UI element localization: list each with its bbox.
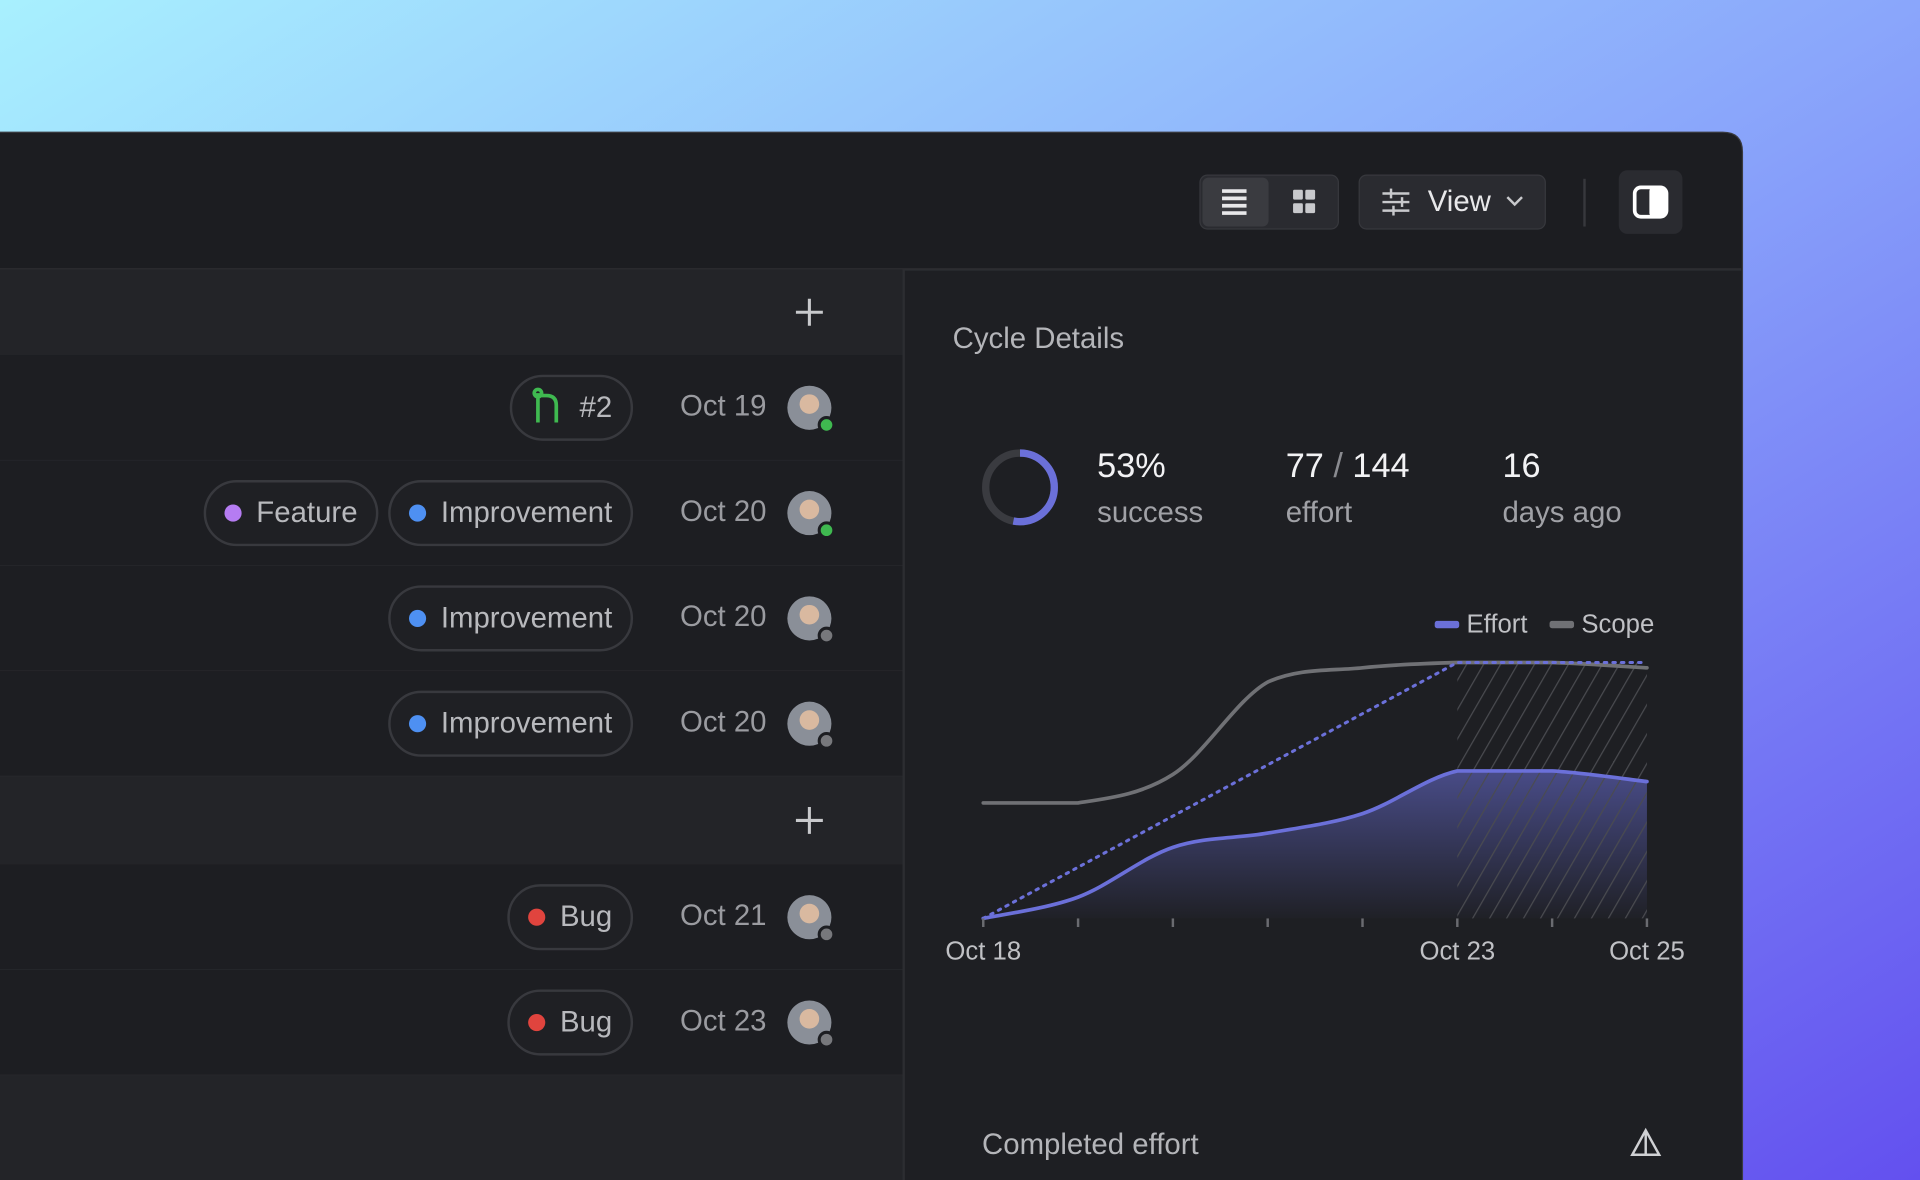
label-name: Feature (256, 496, 357, 529)
issue-date: Oct 23 (680, 1004, 767, 1037)
legend-swatch (1434, 620, 1460, 629)
pull-request-pill[interactable]: #2 (509, 374, 634, 441)
label-dot (408, 715, 427, 733)
add-icon[interactable] (795, 298, 823, 326)
forecast-hatch (1457, 662, 1647, 919)
label-name: Bug (560, 900, 612, 933)
pill-background (203, 480, 379, 547)
label-pill[interactable]: Feature (203, 480, 379, 547)
x-tick-label: Oct 23 (1419, 938, 1495, 966)
grid-icon[interactable] (1293, 189, 1316, 214)
status-dot (817, 521, 836, 540)
label-name: Improvement (441, 601, 612, 634)
avatar-face (799, 903, 820, 924)
issue-date: Oct 20 (680, 600, 767, 633)
avatar-face (799, 604, 820, 625)
label-name: Bug (560, 1006, 612, 1039)
legend-label: Scope (1581, 611, 1654, 639)
label-dot (224, 504, 242, 522)
label-pill[interactable]: Bug (507, 884, 634, 951)
stat-caption: success (1097, 496, 1203, 529)
label-pill[interactable]: Improvement (388, 690, 634, 757)
status-dot (817, 731, 836, 750)
view-button[interactable] (1358, 174, 1546, 230)
sliders-icon (1382, 188, 1410, 216)
series-line (981, 769, 1649, 921)
list-view-button[interactable] (1202, 177, 1269, 227)
warning-icon[interactable] (1630, 1127, 1662, 1156)
label-dot (408, 504, 427, 522)
stat-value-part: 144 (1352, 447, 1409, 485)
legend-swatch (1549, 620, 1575, 629)
issue-date: Oct 20 (680, 495, 767, 528)
list-icon (1222, 189, 1247, 215)
label-pill[interactable]: Improvement (388, 480, 634, 547)
label-dot (408, 609, 427, 627)
x-tick-label: Oct 18 (945, 938, 1021, 966)
pull-request-number: #2 (580, 391, 613, 424)
status-dot (817, 1030, 836, 1049)
avatar-face (799, 499, 820, 520)
pill-background (388, 585, 634, 652)
group-header (0, 776, 903, 865)
issue-row[interactable] (0, 969, 903, 1076)
avatar-face (799, 710, 820, 730)
chevron-icon (1506, 196, 1523, 207)
avatar-face (799, 394, 820, 414)
view-label: View (1428, 185, 1492, 218)
group-header (0, 269, 903, 356)
stat-value: 77 / 144 (1286, 447, 1410, 485)
add-icon[interactable] (795, 806, 823, 834)
label-name: Improvement (441, 707, 612, 740)
issue-date: Oct 20 (680, 705, 767, 738)
stat-value-part: 77 (1286, 447, 1324, 485)
target-line (981, 660, 1649, 920)
label-dot (528, 1013, 546, 1032)
panel-footer: Completed effort (982, 1128, 1199, 1161)
label-dot (528, 908, 546, 926)
issue-date: Oct 21 (680, 899, 767, 932)
progress-arc (982, 449, 1058, 526)
legend-label: Effort (1467, 611, 1528, 639)
pill-background (388, 480, 634, 547)
stat-value: 53% (1097, 447, 1166, 485)
panel-title: Cycle Details (953, 322, 1124, 355)
pill-background (509, 374, 634, 441)
label-pill[interactable]: Bug (507, 989, 634, 1056)
status-dot (817, 416, 836, 434)
issue-date: Oct 19 (680, 390, 767, 423)
group-footer (0, 1075, 903, 1180)
label-name: Improvement (441, 496, 612, 529)
stat-value-part: / (1333, 447, 1343, 485)
x-tick-label: Oct 25 (1609, 938, 1685, 966)
stat-caption: effort (1286, 496, 1352, 529)
status-dot (817, 925, 836, 944)
git-icon (532, 387, 559, 423)
issue-row[interactable] (0, 355, 903, 461)
stat-caption: days ago (1502, 496, 1621, 529)
avatar-face (799, 1009, 820, 1029)
stat-value: 16 (1502, 447, 1540, 485)
pill-background (507, 884, 634, 951)
label-pill[interactable]: Improvement (388, 585, 634, 652)
status-dot (817, 626, 836, 645)
sidebar-icon (1649, 187, 1667, 217)
pill-background (388, 690, 634, 757)
pill-background (507, 989, 634, 1056)
issue-row[interactable] (0, 864, 903, 970)
